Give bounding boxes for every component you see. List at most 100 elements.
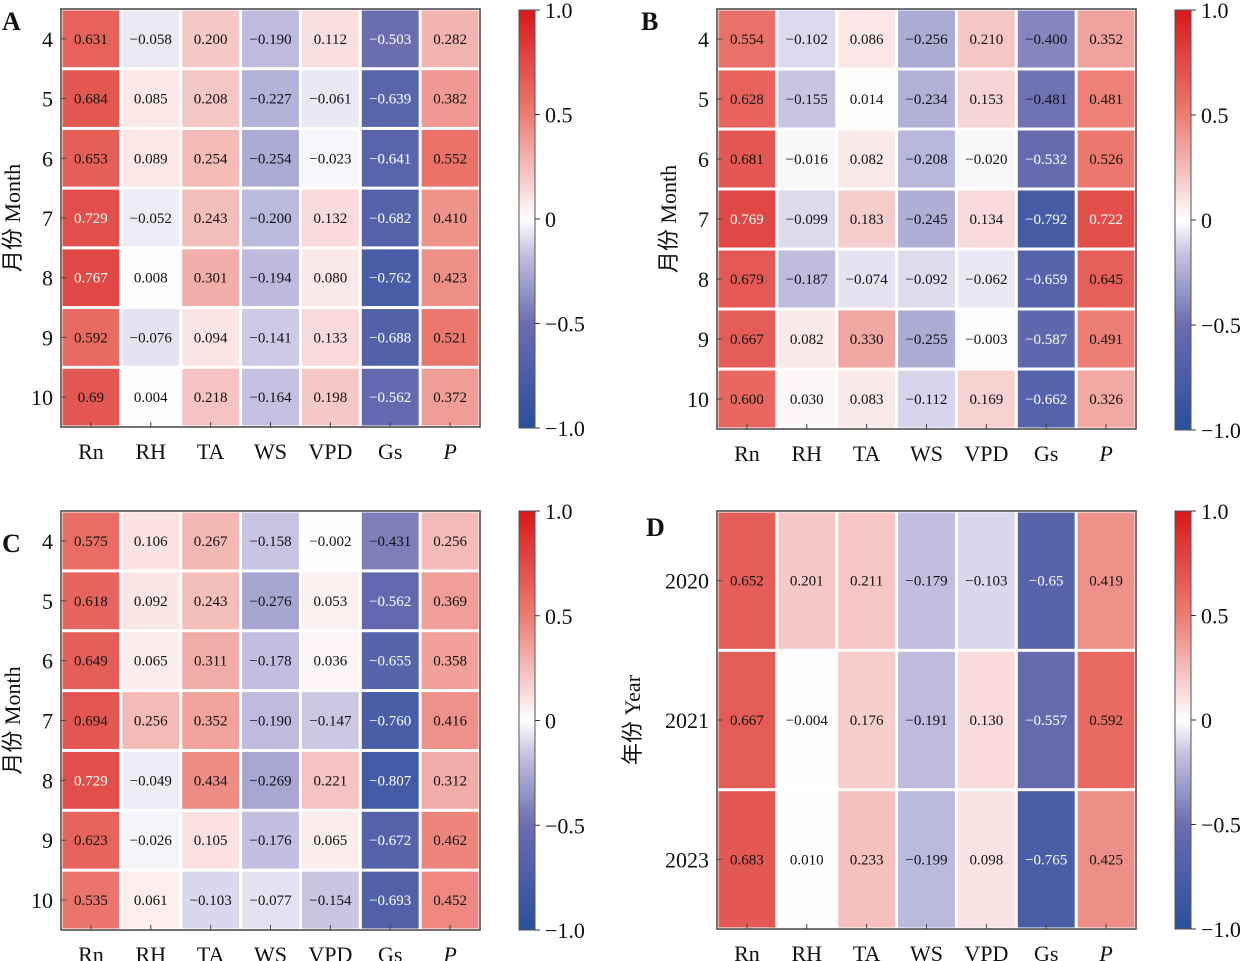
- x-tick-label: VPD: [308, 942, 352, 961]
- heatmap-cell: [778, 190, 836, 248]
- cell-value-label: 0.425: [1089, 852, 1123, 868]
- heatmap-cell: [301, 309, 359, 366]
- y-tick-label: 2023: [665, 847, 709, 872]
- cell-value-label: −0.234: [905, 92, 948, 108]
- heatmap-cell: [1017, 512, 1075, 649]
- heatmap-cell: [182, 692, 240, 749]
- panel-letter: B: [641, 7, 658, 36]
- colorbar-tick-label: 0: [545, 709, 556, 734]
- heatmap-cell: [242, 632, 299, 690]
- heatmap-cell: [242, 751, 299, 809]
- heatmap-cell: [301, 10, 359, 68]
- cell-value-label: 0.198: [313, 390, 347, 406]
- heatmap-cell: [718, 190, 776, 248]
- cell-value-label: −0.187: [786, 272, 829, 288]
- cell-value-label: 0.208: [194, 92, 228, 108]
- cell-value-label: 0.153: [969, 92, 1003, 108]
- colorbar-tick-label: 1.0: [1201, 499, 1229, 524]
- cell-value-label: 0.112: [314, 32, 347, 48]
- panel-letter: A: [2, 7, 21, 36]
- cell-value-label: −0.076: [130, 330, 173, 346]
- heatmap-cell: [361, 632, 419, 690]
- cell-value-label: 0.243: [194, 211, 228, 227]
- heatmap-cell: [421, 572, 479, 630]
- y-tick-label: 4: [698, 27, 709, 52]
- heatmap-cell: [361, 10, 419, 68]
- heatmap-cell: [957, 370, 1015, 428]
- cell-value-label: 0.491: [1089, 332, 1123, 348]
- cell-value-label: 0.210: [969, 32, 1003, 48]
- cell-value-label: −0.693: [369, 893, 411, 909]
- cell-value-label: −0.026: [130, 833, 173, 849]
- heatmap-cell: [957, 130, 1015, 188]
- heatmap-cell: [62, 751, 120, 809]
- cell-value-label: −0.200: [249, 211, 291, 227]
- heatmap-cell: [778, 130, 836, 188]
- cell-value-label: −0.562: [369, 594, 411, 610]
- colorbar-tick-label: 0.5: [1201, 604, 1229, 629]
- heatmap-cell: [122, 632, 180, 690]
- y-tick-label: 2020: [665, 569, 709, 594]
- cell-value-label: 0.554: [730, 32, 764, 48]
- heatmap-cell: [361, 70, 419, 127]
- cell-value-label: 0.311: [194, 654, 227, 670]
- heatmap-cell: [361, 309, 419, 366]
- heatmap-cell: [1017, 651, 1075, 789]
- heatmap-cell: [957, 190, 1015, 248]
- heatmap-cell: [361, 189, 419, 247]
- cell-value-label: −0.164: [249, 390, 292, 406]
- heatmap-cell: [242, 249, 299, 307]
- cell-value-label: −0.020: [965, 152, 1007, 168]
- cell-value-label: 0.631: [74, 32, 108, 48]
- heatmap-cell: [898, 130, 955, 188]
- cell-value-label: −0.077: [249, 893, 292, 909]
- heatmap-cell: [361, 249, 419, 307]
- cell-value-label: 0.358: [433, 654, 467, 670]
- cell-value-label: 0.369: [433, 594, 467, 610]
- y-tick-label: 2021: [665, 708, 709, 733]
- heatmap-cell: [1077, 651, 1135, 789]
- colorbar-tick-label: 0: [545, 207, 556, 232]
- cell-value-label: 0.036: [313, 654, 347, 670]
- heatmap-cell: [1017, 791, 1075, 928]
- cell-value-label: 0.416: [433, 714, 467, 730]
- cell-value-label: −0.639: [369, 92, 411, 108]
- heatmap-cell: [838, 651, 896, 789]
- colorbar: [1174, 9, 1192, 431]
- heatmap-cell: [1077, 512, 1135, 649]
- heatmap-cell: [122, 871, 180, 929]
- y-tick-label: 9: [698, 327, 709, 352]
- heatmap-cell: [301, 70, 359, 127]
- cell-value-label: 0.767: [74, 271, 108, 287]
- heatmap-cell: [1077, 310, 1135, 368]
- heatmap-cell: [242, 692, 299, 749]
- y-axis-label: 月份 Month: [656, 165, 681, 273]
- cell-value-label: 0.254: [194, 151, 228, 167]
- heatmap-cell: [301, 871, 359, 929]
- heatmap-cell: [778, 791, 836, 928]
- cell-value-label: 0.089: [134, 151, 168, 167]
- heatmap-cell: [1017, 370, 1075, 428]
- cell-value-label: −0.659: [1025, 272, 1067, 288]
- heatmap-cell: [62, 10, 120, 68]
- heatmap-cell: [718, 250, 776, 308]
- y-tick-label: 7: [42, 709, 53, 734]
- heatmap-cell: [182, 632, 240, 690]
- x-tick-label: RH: [792, 941, 823, 961]
- cell-value-label: −0.587: [1025, 332, 1068, 348]
- cell-value-label: −0.481: [1025, 92, 1067, 108]
- colorbar-tick-label: −0.5: [1201, 813, 1241, 838]
- cell-value-label: −0.099: [786, 212, 828, 228]
- y-tick-label: 10: [31, 385, 53, 410]
- cell-value-label: 0.694: [74, 714, 108, 730]
- heatmap-cell: [301, 811, 359, 869]
- cell-value-label: 0.352: [1089, 32, 1123, 48]
- cell-value-label: −0.194: [249, 271, 292, 287]
- heatmap-cell: [898, 310, 955, 368]
- cell-value-label: 0.372: [433, 390, 467, 406]
- cell-value-label: 0.098: [969, 852, 1003, 868]
- x-tick-label: Rn: [734, 441, 760, 466]
- cell-value-label: −0.765: [1025, 852, 1067, 868]
- cell-value-label: −0.179: [905, 574, 947, 590]
- cell-value-label: −0.208: [905, 152, 947, 168]
